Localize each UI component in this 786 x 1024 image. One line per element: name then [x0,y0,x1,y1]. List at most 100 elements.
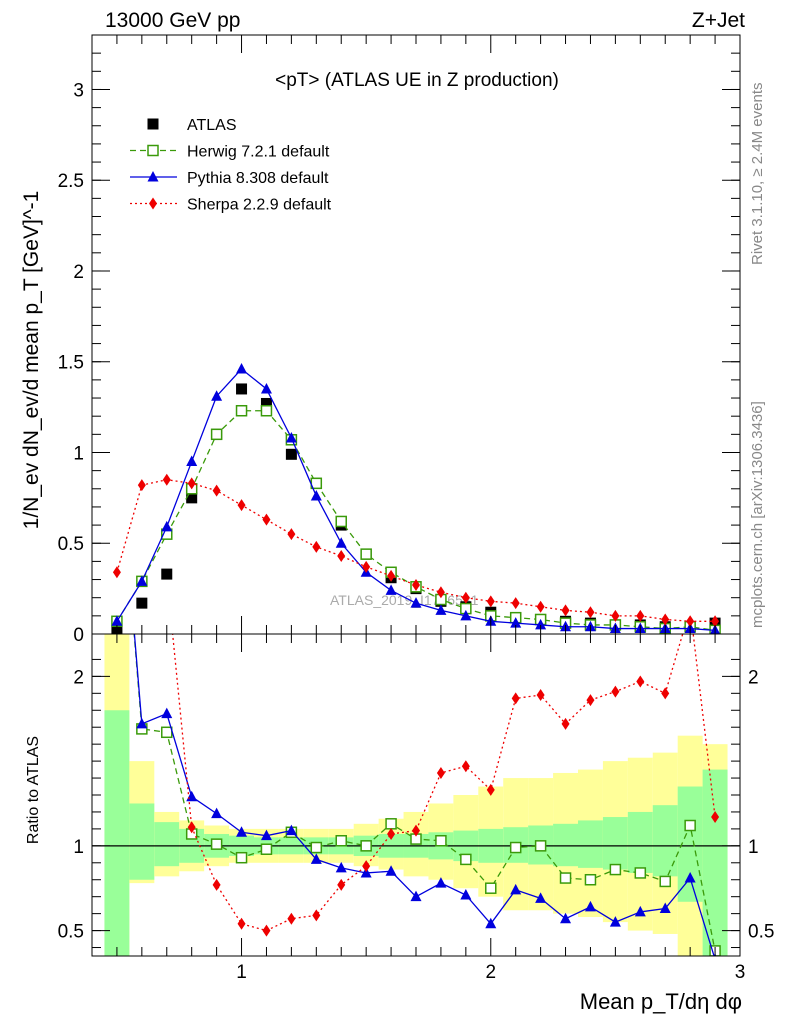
ratio-data-point [684,819,696,832]
main-data-point [536,600,545,613]
main-y-tick-label: 2.5 [58,171,84,192]
main-data-point [186,455,198,467]
main-data-point [486,595,495,608]
ratio-data-point [360,840,372,852]
main-data-point [335,537,347,548]
ratio-band-inner [702,769,728,956]
main-y-tick-label: 2 [73,262,84,283]
ratio-data-point [609,863,622,876]
x-axis-label: Mean p_T/dη dφ [580,989,742,1014]
main-data-point [337,549,346,562]
header-right: Z+Jet [692,9,745,32]
x-tick-label: 3 [735,962,746,983]
ratio-y-tick-label-right: 0.5 [748,922,774,943]
ratio-data-point [260,829,272,841]
main-data-point [162,473,171,486]
main-data-point [312,540,321,553]
main-data-point [260,382,272,394]
rivet-version-text: Rivet 3.1.10, ≥ 2.4M events [749,83,766,266]
ratio-y-tick-label: 1 [73,837,84,858]
ratio-data-point [436,766,445,779]
main-data-point [661,613,670,626]
ratio-uncertainty-bands [92,634,740,956]
ratio-data-point [335,861,347,873]
main-data-point [611,609,620,622]
ratio-data-point [534,840,547,852]
ratio-data-point [236,826,248,837]
ratio-data-point [335,835,347,847]
main-data-point [210,428,223,441]
main-data-point [236,383,248,395]
ratio-data-point [486,783,495,796]
ratio-data-point [235,851,248,864]
main-data-point [236,362,248,374]
legend-marker [147,144,159,157]
ratio-axes: 0.5 0.5 1 1 2 2 1 2 3 [58,633,774,983]
main-y-tick-label: 0 [73,625,84,646]
ratio-band-inner [578,820,603,868]
ratio-data-point [435,877,447,888]
ratio-data-point [287,912,296,925]
ratio-data-point [337,878,346,891]
legend-label: Sherpa 2.2.9 default [187,197,332,214]
main-data-point [435,604,447,615]
main-data-point [686,615,695,628]
main-data-point [410,597,422,608]
ratio-data-point [536,689,545,702]
ratio-data-point [237,917,246,930]
ratio-band-inner [652,805,678,877]
ratio-band-inner [602,817,628,870]
ratio-data-point [560,912,572,924]
ratio-data-point [385,818,397,830]
main-y-tick-label: 3 [73,80,84,101]
ratio-y-tick-label-right: 1 [748,837,759,858]
ratio-y-tick-label: 0.5 [58,922,84,943]
ratio-data-point [535,892,547,903]
ratio-data-point [584,873,597,886]
ratio-data-point [559,872,572,884]
legend-marker [147,171,159,182]
main-data-point [285,448,297,460]
main-data-point [535,618,547,630]
main-data-point [510,617,522,628]
main-data-point [387,569,396,582]
ratio-data-point [609,916,621,927]
legend-label: Herwig 7.2.1 default [187,144,330,161]
legend-label: ATLAS [187,117,237,134]
ratio-data-point [659,875,671,888]
main-data-point [260,397,272,409]
ratio-bands-clip [92,634,740,956]
main-data-point [136,575,148,586]
main-data-point [260,404,273,417]
ratio-data-point [460,888,472,900]
ratio-y-tick-label-right: 2 [748,667,759,688]
main-data-point [335,515,347,528]
ratio-data-point [661,687,670,700]
main-data-point [711,615,720,628]
ratio-data-point [260,843,273,855]
ratio-data-point [262,924,271,937]
ratio-data-point [659,902,671,914]
main-data-point [136,597,148,609]
ratio-band-inner [553,823,578,867]
legend-marker [149,197,157,210]
main-data-point [436,586,445,599]
main-data-point [187,477,196,490]
main-data-point [285,431,297,443]
ratio-data-point [310,853,322,864]
main-data-point [360,548,372,560]
ratio-data-point [362,860,371,873]
ratio-data-point [636,675,645,688]
ratio-y-axis-label: Ratio to ATLAS [25,736,42,844]
ratio-band-inner [627,811,653,873]
ratio-data-point [161,726,173,739]
legend: ATLAS Herwig 7.2.1 default Pythia 8.308 de… [130,117,332,214]
ratio-y-tick-label: 2 [73,667,84,688]
ratio-data-point [684,872,696,883]
main-y-axis-label: 1/N_ev dN_ev/d mean p_T [GeV]^-1 [20,191,43,530]
ratio-data-point [410,890,422,902]
main-data-point [237,499,246,512]
main-data-point [137,479,146,492]
main-data-point [511,597,520,610]
